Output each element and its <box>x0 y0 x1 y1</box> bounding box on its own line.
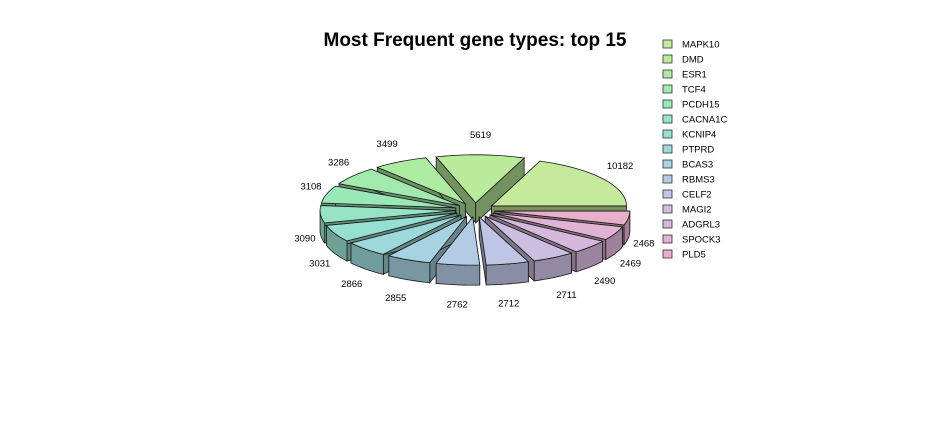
slice-top <box>494 210 631 226</box>
legend-swatch-spock3 <box>662 234 673 244</box>
legend: MAPK10 DMD ESR1 TCF4 PCDH15 CACNA1C KCNIP4 PTPR… <box>662 39 728 261</box>
data-label-ptprd: 2866 <box>341 279 362 290</box>
legend-label-magi2: MAGI2 <box>682 205 712 216</box>
legend-swatch-kcnip4 <box>662 129 673 139</box>
data-labels: 5619 3499 3286 10182 3108 3090 2468 2469 3031 249… <box>294 130 654 311</box>
legend-swatch-esr1 <box>662 69 673 79</box>
slice-top <box>489 214 604 253</box>
slice-wall <box>485 261 529 286</box>
legend-label-mapk10: MAPK10 <box>682 40 720 51</box>
legend-swatch-magi2 <box>662 204 673 214</box>
legend-swatch-celf2 <box>662 189 673 199</box>
legend-label-kcnip4: KCNIP4 <box>682 130 716 141</box>
legend-label-rbms3: RBMS3 <box>682 175 715 186</box>
slice-top <box>478 215 530 266</box>
pie-slice-rbms3 <box>435 216 481 286</box>
legend-label-tcf4: TCF4 <box>682 85 706 96</box>
legend-swatch-adgrl3 <box>662 219 673 229</box>
legend-label-celf2: CELF2 <box>682 190 712 201</box>
legend-label-dmd: DMD <box>682 55 704 66</box>
data-label-celf2: 2712 <box>498 298 519 309</box>
slice-top <box>484 215 573 262</box>
slice-top <box>493 212 624 240</box>
data-label-kcnip4: 3031 <box>309 259 330 270</box>
data-label-tcf4: 3286 <box>328 158 349 169</box>
slice-top <box>387 216 467 264</box>
data-label-cacna1c: 3090 <box>294 234 315 245</box>
legend-swatch-pcdh15 <box>662 99 673 109</box>
legend-swatch-rbms3 <box>662 174 673 184</box>
slice-top <box>435 216 481 266</box>
legend-label-pld5: PLD5 <box>682 250 706 261</box>
data-label-pld5: 2468 <box>633 239 654 250</box>
data-label-magi2: 2711 <box>556 290 576 301</box>
pie-slice-celf2 <box>478 215 530 286</box>
legend-label-cacna1c: CACNA1C <box>682 115 728 126</box>
legend-swatch-mapk10 <box>662 39 673 49</box>
slice-wall <box>435 262 481 286</box>
legend-label-esr1: ESR1 <box>682 70 707 81</box>
legend-label-adgrl3: ADGRL3 <box>682 220 720 231</box>
legend-swatch-tcf4 <box>662 84 673 94</box>
data-label-adgrl3: 2490 <box>594 276 615 287</box>
slice-top <box>319 205 456 224</box>
legend-label-spock3: SPOCK3 <box>682 235 721 246</box>
legend-label-pcdh15: PCDH15 <box>682 100 720 111</box>
slice-top <box>321 185 456 209</box>
data-label-esr1: 3499 <box>377 139 398 150</box>
legend-swatch-pld5 <box>662 249 673 259</box>
slice-top <box>337 168 460 206</box>
legend-swatch-bcas3 <box>662 159 673 169</box>
pie-slices <box>319 154 631 286</box>
legend-swatch-cacna1c <box>662 114 673 124</box>
legend-label-ptprd: PTPRD <box>682 145 714 156</box>
slice-top <box>490 160 627 207</box>
slice-top <box>376 157 466 205</box>
slice-top <box>435 154 526 204</box>
data-label-dmd: 5619 <box>470 130 491 141</box>
legend-label-bcas3: BCAS3 <box>682 160 713 171</box>
chart-title: Most Frequent gene types: top 15 <box>324 30 627 51</box>
data-label-bcas3: 2855 <box>385 293 406 304</box>
slice-top <box>325 212 458 242</box>
slice-top <box>349 214 462 255</box>
data-label-rbms3: 2762 <box>447 300 468 311</box>
legend-swatch-ptprd <box>662 144 673 154</box>
data-label-spock3: 2469 <box>620 259 641 270</box>
data-label-pcdh15: 3108 <box>300 182 321 193</box>
legend-swatch-dmd <box>662 54 673 64</box>
pie-slice-dmd <box>435 154 526 224</box>
data-label-mapk10: 10182 <box>607 161 633 172</box>
